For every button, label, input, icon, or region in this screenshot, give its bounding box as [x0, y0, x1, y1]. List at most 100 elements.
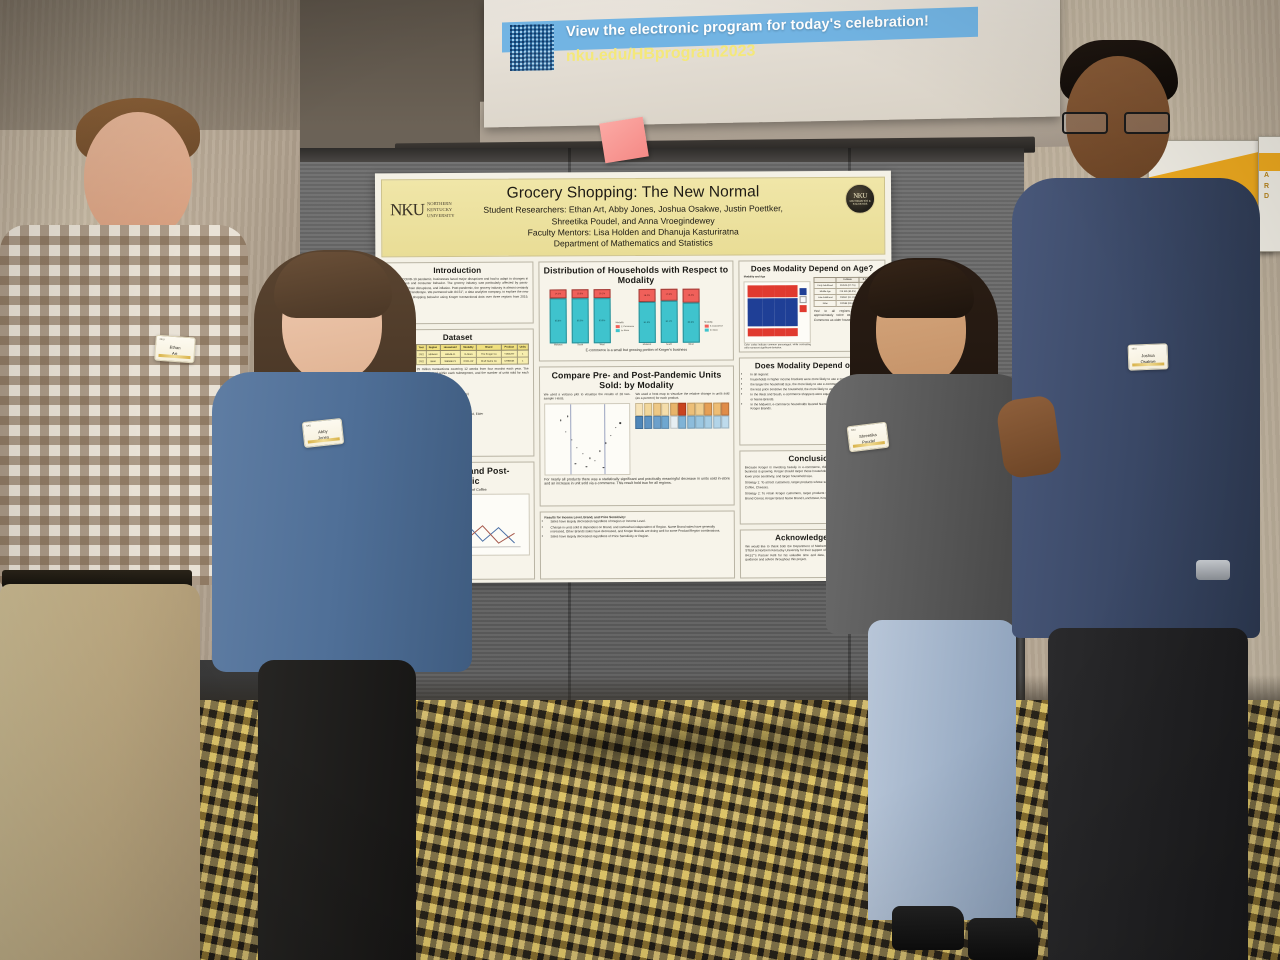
page-title: Grocery Shopping: The New Normal	[506, 183, 760, 202]
person-left-torso	[0, 225, 248, 585]
avatar-badge-third: NKU Shreetika Poudel	[846, 421, 890, 453]
distribution-legend: Modality E-Commerce In-Store	[615, 322, 635, 333]
person-right-legs	[1048, 628, 1248, 960]
person-third-hair-front	[868, 260, 974, 318]
distribution-chart-panel-1: 14.2% 85.8% Midwest 15.0% 85.0% South 16.1…	[549, 289, 634, 346]
heatmap-note: We used a heat map to visualize the rela…	[635, 391, 730, 401]
student-researchers-line-1: Student Researchers: Ethan Art, Abby Jon…	[483, 203, 783, 216]
section-results: Results for Income Level, Brand, and Pri…	[539, 510, 736, 580]
badge-org: NKU	[850, 428, 857, 433]
person-third-legs	[868, 620, 1016, 920]
bar-label: West	[688, 343, 694, 346]
bar-stack: 17.9% 82.1%	[660, 288, 678, 343]
cell: Draft Name Co	[476, 357, 502, 365]
person-second-hair-front	[274, 252, 392, 318]
compare-units-heading: Compare Pre- and Post-Pandemic Units Sol…	[551, 369, 722, 391]
bar-label: South	[665, 343, 673, 346]
ceiling-shadow	[0, 0, 520, 130]
distribution-charts: 14.2% 85.8% Midwest 15.0% 85.0% South 16.1…	[543, 287, 729, 347]
person-second-legs	[258, 660, 416, 960]
heatmap-chart	[635, 402, 730, 430]
poster-title-block: Grocery Shopping: The New Normal Student…	[483, 184, 783, 251]
legend-title: Modality	[615, 322, 624, 325]
glasses-icon	[1062, 112, 1178, 134]
nku-logo-line3: UNIVERSITY	[426, 213, 455, 219]
qr-code-icon	[510, 24, 554, 72]
person-left-legs	[0, 584, 200, 960]
thumbs-up-icon	[994, 394, 1064, 480]
compare-units-caption: For nearly all products there was a stat…	[544, 476, 730, 486]
faculty-mentors-line: Faculty Mentors: Lisa Holden and Dhanuja…	[527, 226, 739, 238]
avatar-badge-left: NKU Ethan Art	[154, 334, 196, 364]
cell: Midwest	[425, 350, 441, 358]
cell: West	[425, 357, 441, 365]
section-compare-units: Compare Pre- and Post-Pandemic Units Sol…	[538, 365, 735, 507]
badge-org: NKU	[159, 337, 165, 342]
badge-name: Shreetika Poudel	[858, 432, 877, 445]
projector-screen: View the electronic program for today's …	[484, 0, 1060, 128]
cell: 2022	[416, 350, 426, 358]
section-distribution: Distribution of Households with Respect …	[538, 260, 735, 362]
list-item: Change in units sold is dependent on Bra…	[550, 524, 730, 534]
cell: Elder	[814, 300, 837, 307]
cell: 2022	[416, 357, 426, 365]
mosaic-plot	[743, 280, 811, 344]
avatar-badge-second: NKU Abby Jones	[301, 417, 345, 449]
department-line: Department of Mathematics and Statistics	[553, 237, 713, 249]
volcano-note: We used a volcano plot to visualize the …	[543, 392, 631, 401]
bar-stack: 14.2% 85.8%	[549, 289, 567, 344]
avatar-badge-right: NKU Joshua Osakwe	[1127, 343, 1169, 371]
sticky-note	[599, 116, 649, 164]
results-list: Sales have largely decreased regardless …	[544, 519, 730, 539]
nku-seal-mark: NKU	[853, 191, 867, 200]
bar-label: South	[577, 344, 584, 347]
heatmap-row-ecommerce	[635, 402, 730, 416]
nku-logo: NKU NORTHERN KENTUCKY UNIVERSITY	[390, 200, 455, 220]
mosaic-legend	[799, 287, 807, 314]
bar-stack: 19.4% 80.6%	[682, 288, 700, 343]
person-third-shoe-right	[968, 918, 1038, 960]
person-third-shoe-left	[892, 906, 964, 950]
poster-header: NKU NORTHERN KENTUCKY UNIVERSITY Grocery…	[380, 176, 886, 258]
volcano-plot	[543, 402, 631, 476]
age-chart-title: Modality and Age	[743, 275, 766, 279]
cell: 1	[517, 350, 529, 358]
legend-entry: In-Store	[621, 329, 629, 332]
person-left-belt	[2, 570, 192, 588]
legend-entry: E-Commerce	[709, 325, 723, 328]
age-axis-note: Color codes indicate common percentages,…	[744, 342, 811, 350]
cell: PICK-UP	[460, 357, 477, 365]
legend-title-2: Modality	[704, 321, 713, 324]
distribution-caption: E-commerce is a small but growing portio…	[585, 347, 688, 353]
nku-logo-mark: NKU	[390, 200, 425, 220]
bar-stack: 15.0% 85.0%	[571, 289, 589, 344]
person-right-head	[1066, 56, 1170, 182]
introduction-heading: Introduction	[433, 265, 482, 276]
person-left-head	[84, 112, 192, 240]
cell: CHEESE	[501, 357, 518, 365]
bar-stack: 18.4% 81.6%	[638, 288, 656, 343]
list-item: Sales have largely decreased regardless …	[551, 534, 731, 540]
wristwatch-icon	[1196, 560, 1230, 580]
bar-label: Midwest	[642, 343, 652, 346]
badge-name: Joshua Osakwe	[1140, 353, 1156, 364]
cell: W8598471	[440, 357, 461, 365]
badge-name: Abby Jones	[317, 428, 330, 441]
legend-entry: In-Store	[709, 329, 718, 332]
age-heading: Does Modality Depend on Age?	[750, 263, 874, 274]
heatmap-row-instore	[635, 415, 730, 430]
bar-label: Midwest	[554, 344, 563, 347]
distribution-chart-panel-2: 18.4% 81.6% Midwest 17.9% 82.1% South 19.4…	[638, 288, 723, 346]
distribution-heading: Distribution of Households with Respect …	[543, 264, 729, 286]
legend-entry: E-Commerce	[621, 325, 635, 328]
nku-seal-icon: NKU MATHEMATICS & STATISTICS	[844, 183, 876, 214]
badge-name: Ethan Art	[169, 344, 181, 356]
badge-org: NKU	[1131, 347, 1137, 351]
cell: 1	[517, 357, 529, 365]
nku-seal-sub: MATHEMATICS & STATISTICS	[849, 199, 871, 206]
badge-org: NKU	[306, 424, 312, 428]
bar-stack: 16.1% 83.9%	[593, 289, 611, 344]
